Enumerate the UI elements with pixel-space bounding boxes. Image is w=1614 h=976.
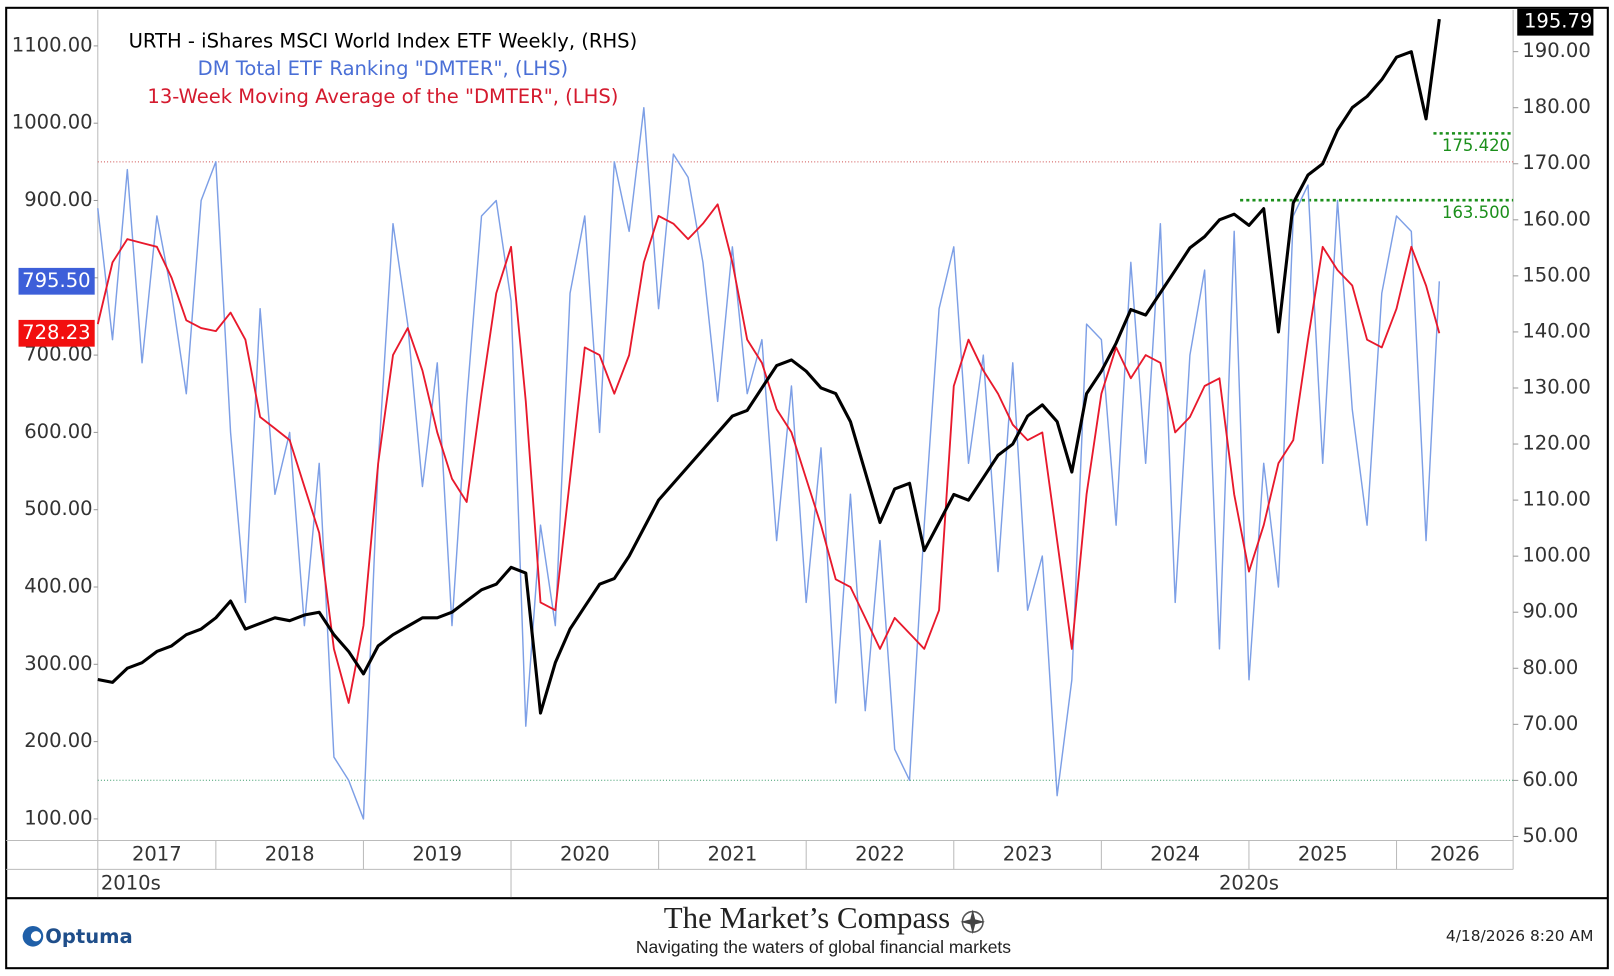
y2-tick-label: 140.00 <box>1522 319 1590 342</box>
x-tick-label: 2022 <box>855 842 905 865</box>
series-line <box>97 18 1441 715</box>
logo-icon-inner <box>30 931 42 942</box>
y-tick-label: 500.00 <box>24 497 92 520</box>
y-tick-label: 200.00 <box>24 729 92 752</box>
y-tick-label: 1100.00 <box>12 33 93 56</box>
y2-tick-label: 190.00 <box>1522 39 1590 62</box>
legend-entry: 13-Week Moving Average of the "DMTER", (… <box>147 85 618 108</box>
x-tick-label: 2023 <box>1003 842 1053 865</box>
y2-tick-label: 100.00 <box>1522 544 1590 567</box>
x-tick-label: 2020 <box>560 842 610 865</box>
x-tick-label: 2017 <box>132 842 182 865</box>
last-value-box <box>18 319 95 347</box>
reference-label: 175.420 <box>1442 136 1510 155</box>
x-tick-label: 2021 <box>708 842 758 865</box>
y-tick-label: 400.00 <box>24 575 92 598</box>
y-tick-label: 600.00 <box>24 420 92 443</box>
y2-tick-label: 80.00 <box>1522 656 1578 679</box>
optuma-logo: Optuma <box>22 925 133 948</box>
reference-label: 163.500 <box>1442 203 1510 222</box>
series-line <box>96 203 1441 704</box>
y2-tick-label: 120.00 <box>1522 432 1590 455</box>
series-line <box>97 107 1441 820</box>
last-value-box <box>18 267 95 295</box>
x-tick-label: 2024 <box>1150 842 1200 865</box>
compass-star <box>960 909 986 935</box>
y2-tick-label: 160.00 <box>1522 207 1590 230</box>
x-tick-label: 2026 <box>1430 842 1480 865</box>
y-tick-label: 1000.00 <box>12 111 93 134</box>
decade-label: 2020s <box>1219 871 1279 894</box>
y-tick-label: 900.00 <box>24 188 92 211</box>
y2-tick-label: 180.00 <box>1522 95 1590 118</box>
last-value-label: 795.50 <box>22 269 90 292</box>
y-tick-label: 100.00 <box>24 806 92 829</box>
y2-tick-label: 60.00 <box>1522 768 1578 791</box>
y2-tick-label: 90.00 <box>1522 600 1578 623</box>
last-value-label: 195.79 <box>1524 10 1592 33</box>
brand: Optuma <box>45 925 132 948</box>
x-tick-label: 2019 <box>412 842 462 865</box>
x-tick-label: 2018 <box>265 842 315 865</box>
legend-entry: URTH - iShares MSCI World Index ETF Week… <box>129 29 638 52</box>
y-tick-label: 300.00 <box>24 652 92 675</box>
y-tick-label: 700.00 <box>24 343 92 366</box>
y2-tick-label: 170.00 <box>1522 151 1590 174</box>
y2-tick-label: 110.00 <box>1522 488 1590 511</box>
legend-entry: DM Total ETF Ranking "DMTER", (LHS) <box>198 57 568 80</box>
frame <box>5 6 1609 970</box>
y2-tick-label: 130.00 <box>1522 375 1590 398</box>
decade-label: 2010s <box>101 871 161 894</box>
timestamp: 4/18/2026 8:20 AM <box>1446 927 1594 945</box>
y2-tick-label: 150.00 <box>1522 263 1590 286</box>
y2-tick-label: 70.00 <box>1522 712 1578 735</box>
x-tick-label: 2025 <box>1298 842 1348 865</box>
footer-subtitle: Navigating the waters of global financia… <box>636 937 1011 957</box>
last-value-box <box>1517 8 1594 36</box>
footer-title: The Market’s Compass <box>664 900 950 935</box>
y2-tick-label: 50.00 <box>1522 824 1578 847</box>
last-value-label: 728.23 <box>22 321 90 344</box>
compass-icon <box>960 909 986 935</box>
